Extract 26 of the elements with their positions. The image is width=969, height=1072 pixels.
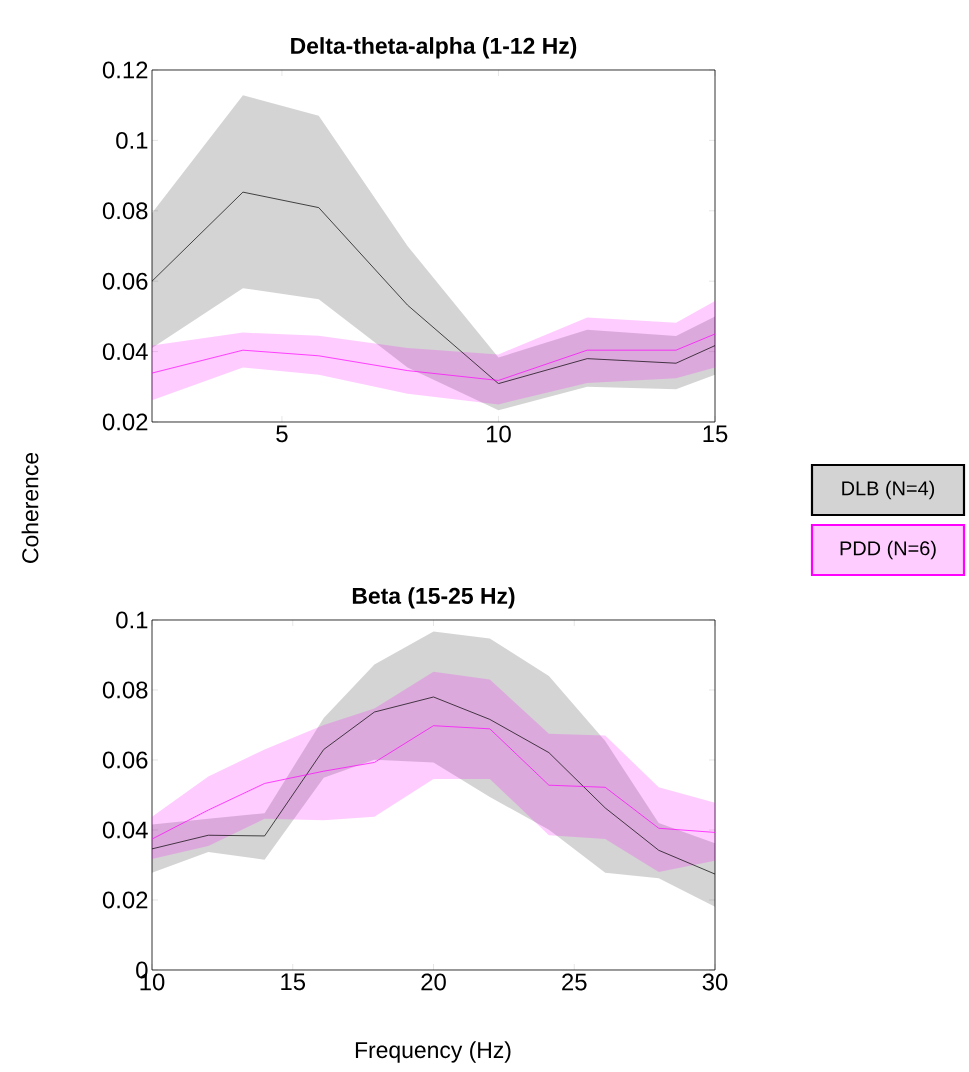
y-tick-label: 0.06 xyxy=(102,751,148,769)
line-series xyxy=(152,725,715,840)
chart-title: Beta (15-25 Hz) xyxy=(352,587,515,609)
x-tick-label: 10 xyxy=(486,425,511,443)
text: DLB (N=4) xyxy=(842,480,935,500)
y-tick-label: 0.12 xyxy=(102,61,148,79)
text: PDD (N=6) xyxy=(840,540,936,560)
y-tick-label: 0.06 xyxy=(102,272,148,290)
y-tick-label: 0.08 xyxy=(102,681,148,699)
y-tick-label: 0.1 xyxy=(116,131,148,149)
x-tick-label: 30 xyxy=(702,973,728,991)
y-tick-label: 0.04 xyxy=(102,343,148,361)
y-tick-label: 0.02 xyxy=(102,891,148,909)
x-tick-label: 15 xyxy=(281,973,306,991)
x-tick-label: 15 xyxy=(703,425,728,443)
y-tick-label: 0.1 xyxy=(116,611,148,629)
y-axis-title: Coherence xyxy=(21,452,39,563)
x-tick-label: 5 xyxy=(276,425,288,443)
y-tick-label: 0.02 xyxy=(102,413,148,431)
y-tick-label: 0.04 xyxy=(102,821,148,839)
x-tick-label: 20 xyxy=(421,973,446,991)
y-tick-label: 0.08 xyxy=(102,202,148,220)
chart-title: Delta-theta-alpha (1-12 Hz) xyxy=(291,37,577,59)
line-series xyxy=(152,333,715,381)
x-axis-title: Frequency (Hz) xyxy=(355,1041,511,1063)
x-tick-label: 25 xyxy=(562,973,587,991)
